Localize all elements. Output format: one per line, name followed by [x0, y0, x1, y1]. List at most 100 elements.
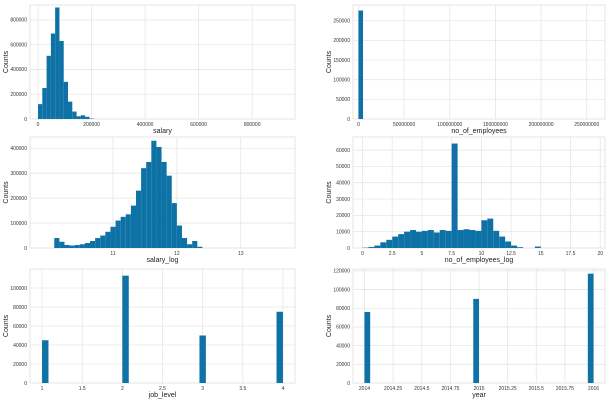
histogram-bar [463, 229, 470, 248]
x-tick-label: 0 [357, 122, 360, 128]
histogram-bar [534, 246, 541, 248]
histogram-bar [54, 238, 60, 248]
x-tick-label: 0 [361, 251, 364, 257]
histogram-bar [445, 230, 452, 248]
x-tick-label: 3 [201, 386, 204, 392]
y-tick-label: 0 [24, 381, 27, 387]
histogram-bar [55, 7, 60, 119]
x-tick-label: 2.5 [389, 251, 396, 257]
histogram-bar [276, 311, 283, 383]
x-tick-label: 200000000 [529, 122, 554, 128]
histogram-bar [72, 111, 77, 119]
histogram-bar [192, 241, 198, 248]
y-tick-label: 600000 [10, 42, 27, 48]
histogram-bar [481, 220, 488, 248]
histogram-bar [130, 205, 136, 248]
histogram-bar [80, 115, 86, 119]
histogram-bar [374, 245, 381, 248]
y-tick-label: 20000 [336, 213, 350, 219]
x-tick-label: 10 [479, 251, 485, 257]
y-tick-label: 40000 [13, 343, 27, 349]
gridlines [30, 5, 295, 120]
histogram-bar [84, 243, 91, 248]
x-tick-label: 2 [121, 386, 124, 392]
x-tick-label: 50000000 [393, 122, 415, 128]
y-tick-label: 0 [347, 381, 350, 387]
y-tick-label: 40000 [336, 343, 350, 349]
x-tick-label: 2016 [588, 386, 599, 392]
y-tick-label: 60000 [336, 148, 350, 154]
histogram-bar [59, 40, 64, 119]
x-tick-label: 15 [538, 251, 544, 257]
y-axis-label: Counts [326, 314, 333, 337]
histogram-bar [427, 230, 434, 248]
x-tick-label: 7.5 [448, 251, 455, 257]
histogram-bar [473, 298, 479, 383]
histogram-bar [493, 230, 500, 248]
y-tick-label: 0 [347, 117, 350, 123]
histogram-bar [166, 175, 172, 248]
x-tick-label: 2015.5 [529, 386, 545, 392]
y-tick-label: 0 [24, 246, 27, 252]
y-tick-label: 40000 [336, 181, 350, 187]
y-tick-label: 120000 [333, 269, 350, 275]
y-tick-label: 300000 [10, 171, 27, 177]
histogram-bar [171, 203, 177, 248]
histogram-bar [392, 236, 399, 248]
x-tick-label: 12.5 [506, 251, 516, 257]
histogram-bar [46, 55, 51, 119]
gridlines [353, 5, 605, 120]
histogram-bar [517, 247, 523, 248]
x-tick-label: 2014.25 [384, 386, 402, 392]
x-axis-label: year [472, 392, 486, 399]
x-tick-label: 5 [421, 251, 424, 257]
histogram-bar [398, 234, 405, 248]
histogram-bar [95, 238, 101, 248]
y-tick-label: 10000 [336, 229, 350, 235]
histogram-bar [410, 230, 416, 248]
x-axis-label: no_of_employees [451, 128, 507, 135]
histogram-bar [386, 239, 393, 248]
chart-job_level: 1 1.5 2 2.5 3 3.5 4 0 20000 40000 60000 80000 100000… [3, 268, 296, 399]
x-tick-label: 2015.25 [499, 386, 517, 392]
x-tick-label: 11 [110, 251, 115, 257]
histogram-bar [79, 244, 85, 248]
chart-year: 2014 2014.25 2014.5 2014.75 2015 2015.25 2015.… [326, 268, 606, 399]
x-tick-label: 2014 [359, 386, 370, 392]
chart-no_of_employees: 0 50000000 100000000 150000000 200000000 2500… [326, 4, 606, 135]
x-tick-label: 17.5 [566, 251, 576, 257]
histogram-bar [59, 241, 65, 248]
histogram-bar [146, 161, 152, 248]
histogram-bar [439, 230, 446, 248]
x-tick-label: 2014.75 [441, 386, 459, 392]
y-tick-label: 0 [24, 117, 27, 123]
y-tick-label: 400000 [10, 67, 27, 73]
histogram-bar [74, 245, 80, 248]
histogram-bar [85, 116, 90, 119]
y-tick-label: 60000 [336, 325, 350, 331]
y-tick-label: 100000 [333, 77, 350, 83]
histogram-bar [100, 235, 106, 248]
x-tick-label: 2.5 [159, 386, 166, 392]
x-tick-label: 400000 [137, 122, 154, 128]
histogram-bar [161, 161, 167, 248]
histogram-bar [63, 81, 69, 119]
histogram-bar [125, 214, 131, 248]
histogram-bar [120, 216, 126, 248]
plot-area [352, 4, 606, 120]
histogram-bar [197, 246, 203, 248]
y-tick-label: 20000 [336, 362, 350, 368]
histogram-bar [42, 340, 49, 383]
x-tick-label: 2015 [473, 386, 484, 392]
chart-no_of_employees_log: 0 2.5 5 7.5 10 12.5 15 17.5 20 0 10000 20000 30000 40… [326, 136, 606, 264]
histogram-bar [187, 244, 193, 248]
histogram-bar [587, 273, 594, 383]
y-tick-label: 30000 [336, 197, 350, 203]
histogram-bar [451, 143, 458, 248]
histogram-bar [50, 33, 56, 119]
gridlines [30, 269, 295, 384]
histogram-bar [110, 226, 116, 248]
histogram-bar [176, 225, 182, 248]
bars [358, 10, 364, 119]
x-axis-label: salary [153, 128, 172, 135]
